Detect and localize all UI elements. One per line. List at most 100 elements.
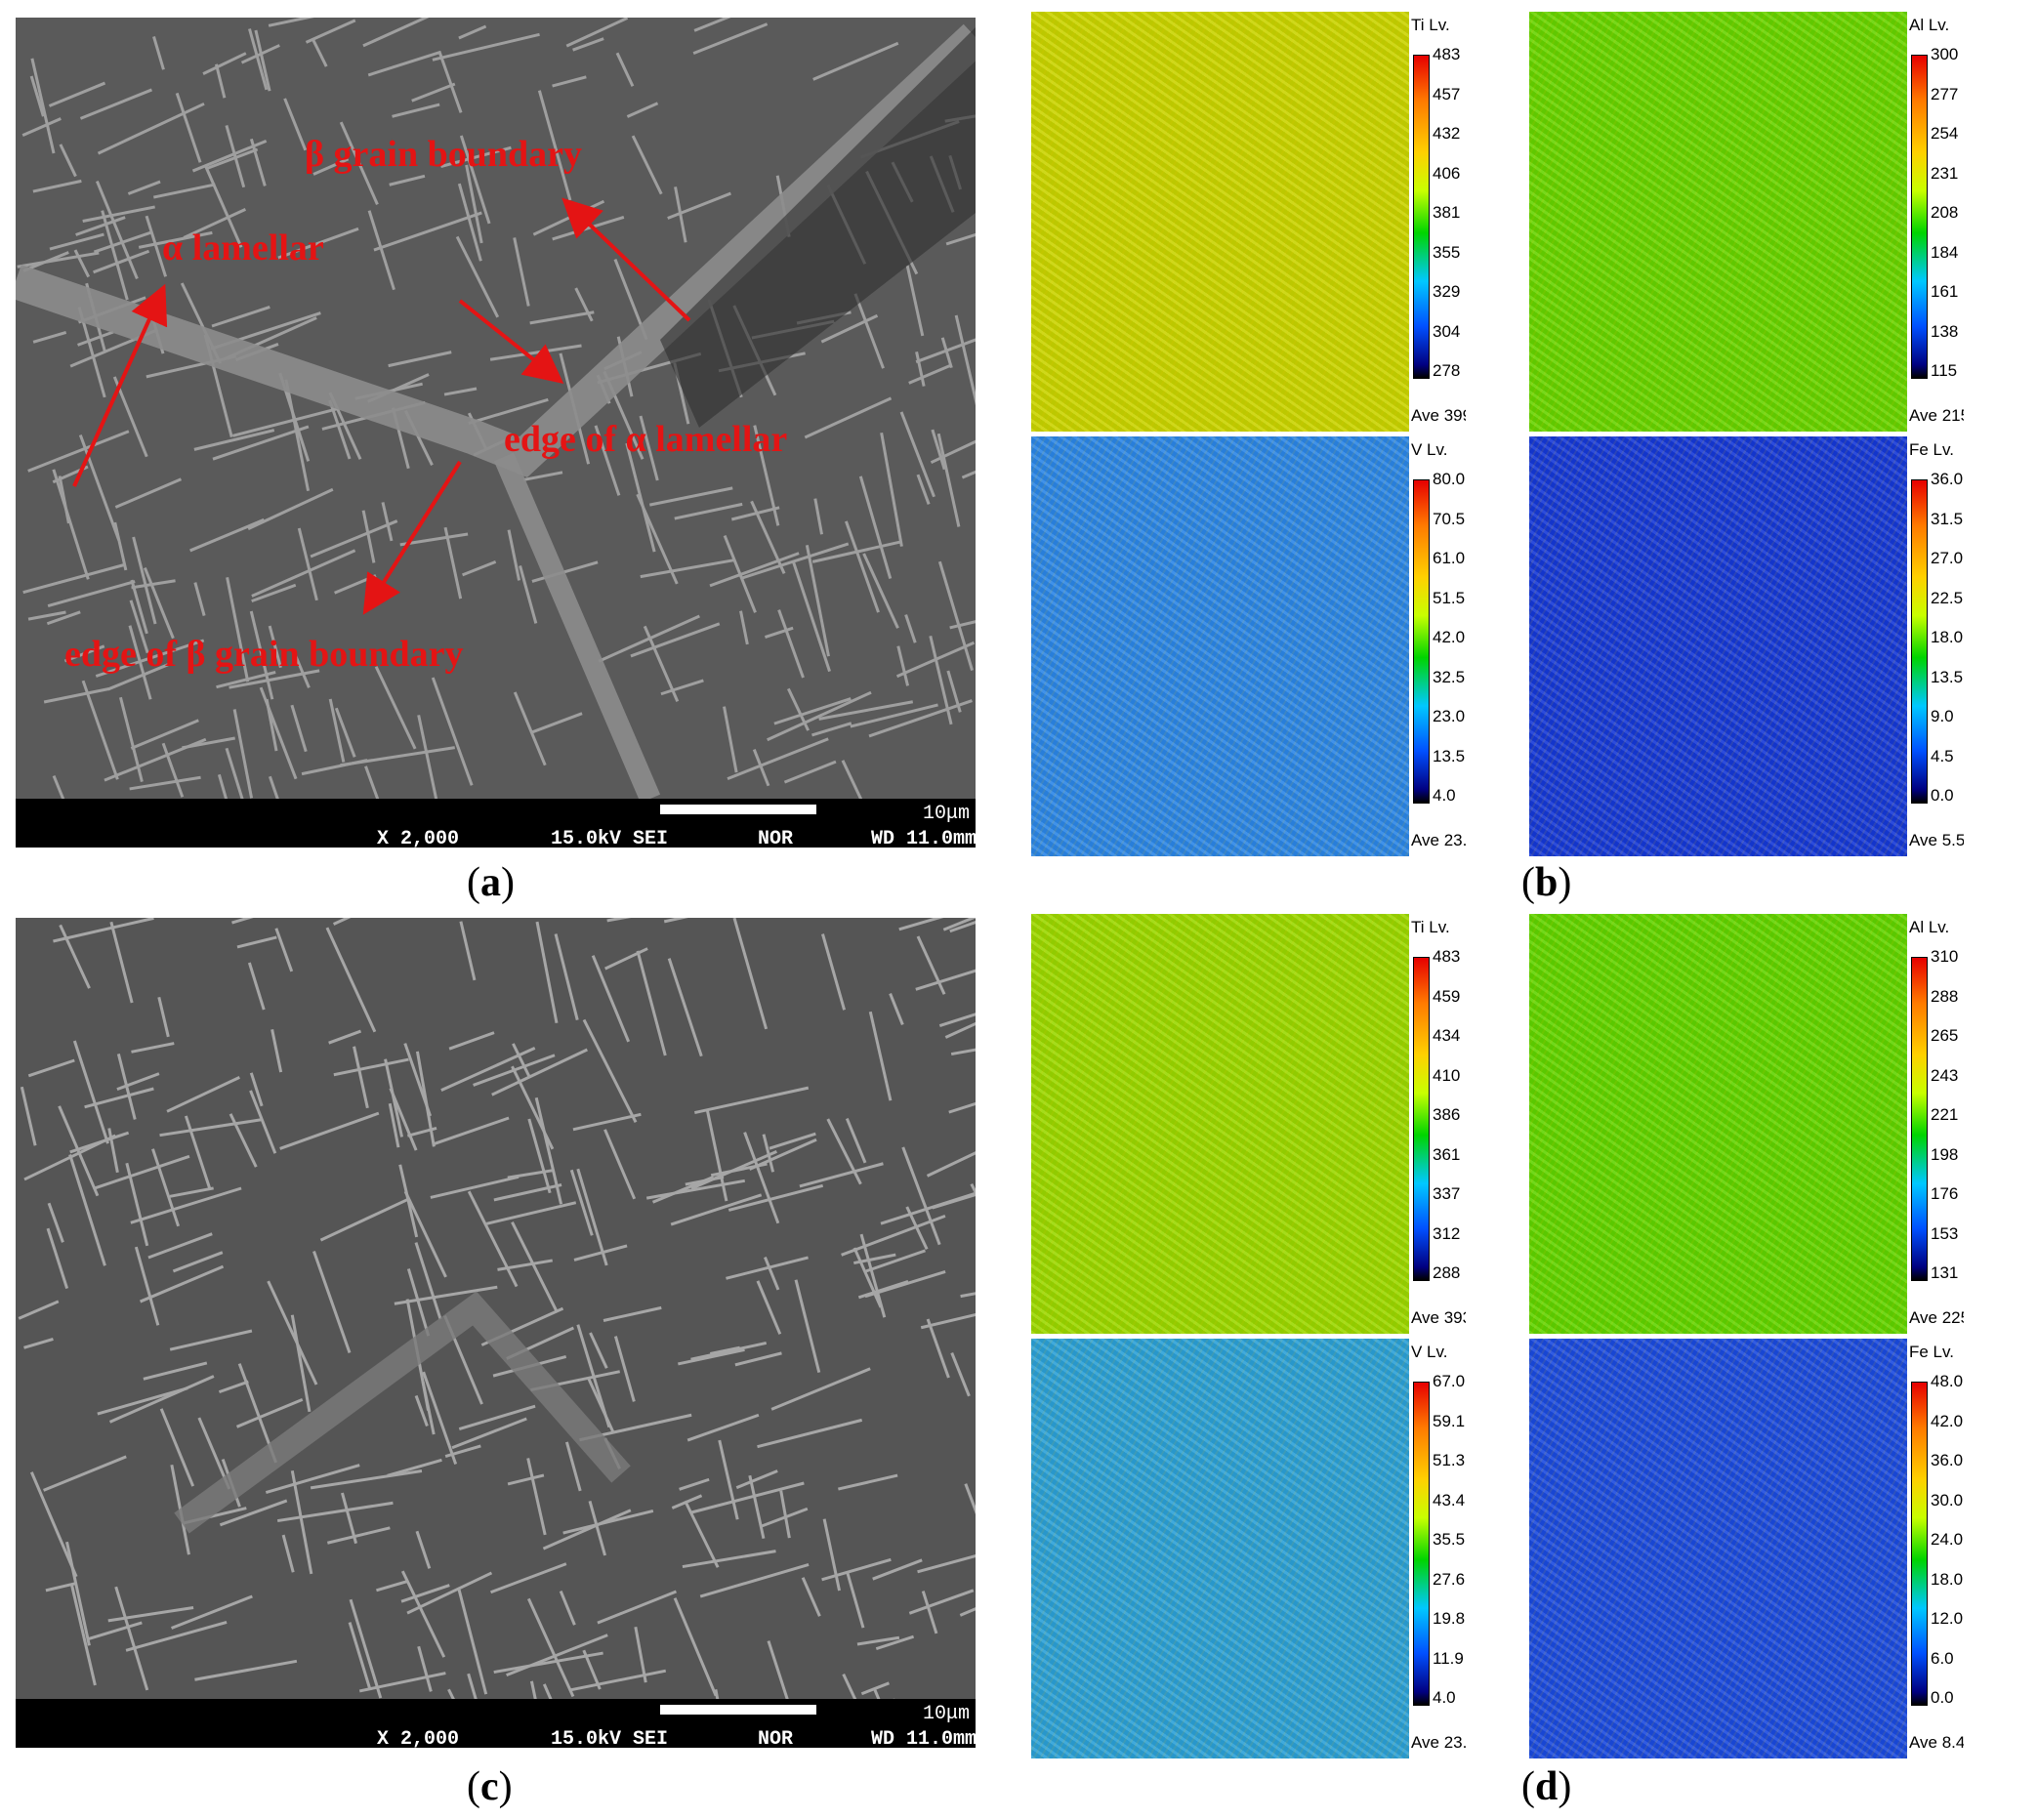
lamella: [27, 430, 130, 473]
lamella: [920, 1312, 976, 1330]
lamella: [512, 1043, 531, 1079]
lamella: [613, 1336, 636, 1402]
lamella: [930, 439, 976, 465]
lamella: [880, 1191, 976, 1225]
colorbar-legend: Al Lv. 310 288 265 243 221 198 176 153 131 Ave 2…: [1907, 914, 1964, 1334]
scan-mode: NOR: [758, 1728, 794, 1748]
lamella: [290, 1470, 313, 1575]
colorbar-tick: 30.0: [1931, 1490, 1964, 1510]
eds-map-image: [1031, 1339, 1466, 1758]
lamella: [730, 506, 780, 521]
lamella: [767, 690, 872, 742]
colorbar-legend: Fe Lv. 36.0 31.5 27.0 22.5 18.0 13.5 9.0 4.5 0.0…: [1907, 436, 1964, 856]
lamella: [783, 760, 837, 784]
lamella: [901, 1146, 941, 1246]
lamella: [362, 18, 430, 48]
lamella: [467, 1190, 519, 1288]
lamella: [194, 1659, 298, 1681]
lamella: [48, 81, 106, 107]
colorbar-tick: 208: [1931, 203, 1959, 222]
lamella: [589, 1332, 608, 1369]
lamella: [674, 502, 743, 520]
colorbar-tick: 432: [1433, 124, 1461, 143]
lamella: [232, 709, 254, 799]
colorbar-tick: 31.5: [1931, 509, 1964, 528]
lamella: [415, 1530, 432, 1569]
lamella: [576, 1168, 608, 1266]
lamella: [389, 174, 426, 186]
lamella: [20, 1086, 37, 1146]
lamella: [511, 1221, 558, 1311]
lamella: [77, 330, 114, 347]
lamella: [678, 1347, 745, 1366]
lamella: [946, 670, 962, 713]
lamella: [756, 1280, 782, 1335]
lamella: [138, 230, 213, 249]
lamella: [634, 1626, 647, 1683]
lamella: [387, 1458, 442, 1477]
colorbar-tick: 329: [1433, 282, 1461, 301]
lamella: [762, 1134, 775, 1173]
lamella: [63, 644, 105, 663]
lamella: [93, 1154, 190, 1190]
lamella: [905, 265, 925, 337]
lamella: [865, 1249, 926, 1273]
lamella: [193, 582, 206, 616]
eds-map-image: [1031, 12, 1466, 432]
lamella: [283, 98, 308, 151]
lamella: [786, 687, 811, 731]
lamella: [432, 1116, 510, 1146]
lamella: [59, 924, 91, 989]
lamella: [229, 1113, 258, 1168]
lamella: [554, 933, 579, 1021]
lamella: [328, 698, 346, 763]
colorbar-tick: 288: [1433, 1263, 1461, 1282]
lamella: [407, 1127, 437, 1138]
lamella: [937, 560, 974, 671]
lamella: [107, 1605, 194, 1623]
lamella: [921, 1591, 938, 1634]
lamella: [333, 1057, 409, 1077]
average-value: Ave 5.5: [1909, 831, 1964, 849]
lamella: [97, 1386, 188, 1416]
sem-info-bar: [16, 1699, 976, 1748]
lamella: [929, 635, 953, 725]
colorbar-tick: 35.5: [1433, 1530, 1466, 1549]
colorbar-tick: 11.9: [1433, 1648, 1464, 1668]
lamella: [109, 921, 134, 1004]
colorbar-tick: 18.0: [1931, 628, 1964, 646]
colorbar-tick: 457: [1433, 84, 1461, 103]
element-level-label: V Lv.: [1411, 440, 1448, 459]
lamella: [573, 1244, 628, 1262]
lamella: [251, 583, 297, 603]
colorbar: [1911, 55, 1928, 379]
lamella: [75, 216, 126, 236]
accelerating-voltage: 15.0kV SEI: [551, 1728, 669, 1748]
lamella: [490, 1562, 567, 1594]
sem-info-bar: [16, 799, 976, 848]
colorbar: [1413, 1382, 1430, 1706]
colorbar-tick: 176: [1931, 1184, 1959, 1203]
lamella: [18, 1300, 60, 1320]
lamella: [522, 471, 563, 481]
lamella: [159, 1118, 262, 1138]
annotation-arrows: [72, 197, 691, 615]
lamella: [821, 1557, 892, 1582]
lamella: [325, 927, 377, 1033]
average-value: Ave 225: [1909, 1308, 1964, 1327]
lamella: [373, 211, 482, 252]
element-level-label: Ti Lv.: [1411, 918, 1450, 936]
lamella: [473, 1054, 556, 1087]
lamella: [112, 376, 148, 458]
colorbar-tick: 4.0: [1433, 786, 1456, 805]
sem-micrograph-c: [16, 918, 976, 1699]
lamella: [358, 1672, 446, 1693]
lamella: [251, 549, 356, 598]
lamella: [529, 1680, 537, 1699]
lamella: [588, 1500, 606, 1556]
lamella: [630, 622, 721, 658]
lamella: [940, 337, 953, 369]
lamella: [140, 1264, 225, 1303]
lamella: [603, 1129, 637, 1200]
lamella: [444, 1444, 481, 1458]
